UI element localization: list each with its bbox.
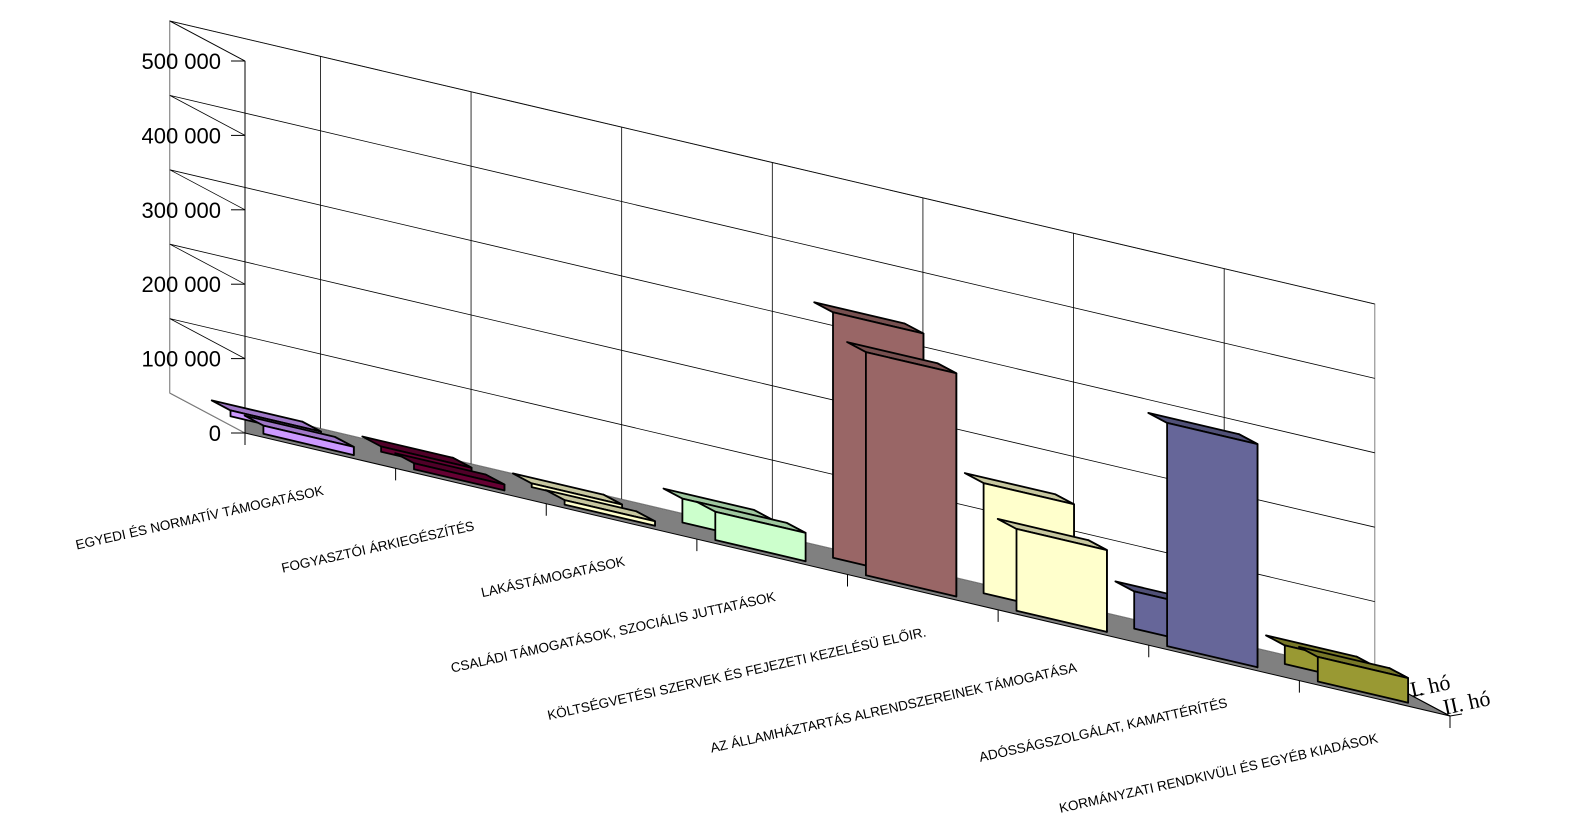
bar-ii-ho-7 xyxy=(1147,411,1259,669)
gridline xyxy=(169,243,1375,528)
bar-ii-ho-2-front xyxy=(413,462,506,492)
bar-ii-ho-7-front xyxy=(1166,421,1259,669)
bar-ii-ho-8 xyxy=(1298,646,1409,704)
y-tick-label: 400 000 xyxy=(141,123,221,148)
bar-ii-ho-4-front xyxy=(714,510,807,563)
bar-ii-ho-1 xyxy=(243,414,355,457)
bar-ii-ho-5-front xyxy=(865,351,958,598)
category-label: CSALÁDI TÁMOGATÁSOK, SZOCIÁLIS JUTTATÁSO… xyxy=(449,589,776,676)
category-label: ADÓSSÁGSZOLGÁLAT, KAMATTÉRÍTÉS xyxy=(978,695,1229,765)
y-tick-label: 100 000 xyxy=(141,347,221,372)
gridline xyxy=(169,318,1375,602)
bar-ii-ho-8-front xyxy=(1316,656,1409,704)
depth-tick-mark xyxy=(1449,713,1463,717)
gridline xyxy=(169,20,1375,305)
bar-ii-ho-3-front xyxy=(563,499,656,527)
y-tick-label: 200 000 xyxy=(141,272,221,297)
bar-ii-ho-2 xyxy=(394,452,506,492)
bar-ii-ho-5 xyxy=(846,341,958,598)
y-tick-label: 0 xyxy=(209,421,221,446)
y-axis-ticks: 0 100 000 200 000 300 000 400 000 500 000 xyxy=(141,49,1463,728)
gridline xyxy=(169,95,1375,379)
category-label: EGYEDI ÉS NORMATÍV TÁMOGATÁSOK xyxy=(74,483,325,553)
category-label: FOGYASZTÓI ÁRKIEGÉSZÍTÉS xyxy=(280,518,476,575)
depth-tick-mark xyxy=(1412,693,1425,697)
bar-ii-ho-6-front xyxy=(1015,528,1108,633)
gridline xyxy=(169,169,1375,454)
bar-ii-ho-6 xyxy=(996,518,1108,633)
bars xyxy=(210,301,1409,704)
y-tick-label: 300 000 xyxy=(141,198,221,223)
category-label: KORMÁNYZATI RENDKIVÜLI ÉS EGYÉB KIADÁSOK xyxy=(1058,731,1380,816)
bar-ii-ho-1-front xyxy=(262,424,355,457)
bar-ii-ho-4 xyxy=(695,500,807,563)
y-tick-label: 500 000 xyxy=(141,49,221,74)
bar-ii-ho-3 xyxy=(544,489,656,527)
category-label: LAKÁSTÁMOGATÁSOK xyxy=(480,554,627,600)
